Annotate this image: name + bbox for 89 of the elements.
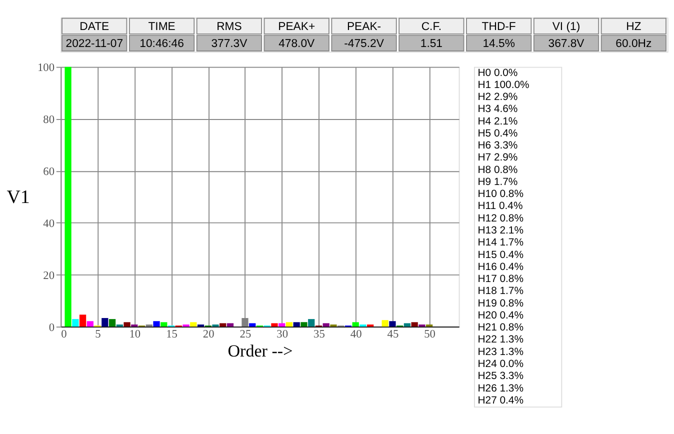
text: H0 0.0% [478, 68, 518, 79]
bar [249, 323, 256, 327]
bar [124, 322, 130, 327]
bar [79, 314, 86, 327]
text: PEAK+ [278, 20, 316, 33]
text: H15 0.4% [478, 250, 524, 261]
text: TIME [148, 20, 176, 33]
bar [352, 322, 359, 327]
text: THD-F [482, 20, 516, 33]
text: H8 0.8% [478, 164, 518, 176]
text: H16 0.4% [478, 262, 524, 273]
text: RMS [216, 20, 242, 33]
x-tick-label: 40 [350, 328, 362, 340]
text: H4 2.1% [478, 116, 518, 128]
text: H12 0.8% [478, 213, 524, 224]
x-axis-title: Order --> [228, 341, 293, 360]
bar [300, 322, 308, 327]
text: H23 1.3% [478, 346, 524, 358]
text: H17 0.8% [478, 274, 524, 286]
x-tick-label: 45 [387, 328, 399, 340]
text: PEAK- [346, 20, 382, 33]
text: 1.51 [420, 38, 442, 50]
x-tick-label: 35 [314, 328, 326, 340]
bar [404, 323, 411, 327]
y-tick-label: 80 [43, 114, 55, 126]
text: HZ [626, 20, 642, 33]
bar [102, 318, 108, 327]
text: H13 2.1% [478, 226, 524, 237]
bar [389, 321, 396, 327]
bar [286, 322, 293, 327]
text: H14 1.7% [478, 238, 524, 249]
bar [278, 323, 286, 327]
text: H6 3.3% [478, 140, 518, 152]
text: H1 100.0% [478, 80, 530, 91]
text: H5 0.4% [478, 128, 518, 140]
text: H7 2.9% [478, 152, 518, 164]
x-tick-label: 25 [240, 328, 252, 340]
text: 10:46:46 [140, 38, 184, 50]
x-tick-label: 10 [129, 328, 141, 340]
text: H25 3.3% [478, 371, 524, 382]
x-tick-label: 15 [166, 328, 178, 340]
text: H11 0.4% [478, 201, 523, 212]
bar [86, 321, 94, 327]
bar [220, 323, 226, 327]
bar [271, 323, 278, 327]
text: 60.0Hz [616, 38, 652, 50]
bar [308, 319, 315, 327]
text: H22 1.3% [478, 334, 524, 346]
y-axis-title: V1 [6, 186, 30, 208]
text: VI (1) [552, 20, 580, 33]
text: H2 2.9% [478, 92, 518, 104]
text: 377.3V [211, 38, 248, 50]
text: 2022-11-07 [66, 38, 124, 50]
bar [226, 323, 234, 327]
y-tick-label: 60 [43, 166, 55, 178]
y-tick-label: 20 [43, 270, 55, 282]
text: H27 0.4% [478, 395, 524, 406]
x-tick-label: 5 [95, 328, 102, 340]
text: C.F. [421, 20, 442, 33]
y-tick-label: 40 [43, 218, 55, 230]
text: H19 0.8% [478, 298, 524, 310]
text: H10 0.8% [478, 189, 524, 200]
bar [382, 320, 388, 327]
text: 14.5% [482, 38, 515, 50]
text: H18 1.7% [478, 286, 524, 298]
text: 367.8V [548, 38, 585, 50]
text: H24 0.0% [478, 358, 524, 370]
x-tick-label: 30 [276, 328, 288, 340]
bar [160, 322, 168, 327]
text: H20 0.4% [478, 310, 524, 322]
y-tick-label: 100 [37, 62, 55, 74]
bar [190, 322, 197, 327]
text: 478.0V [278, 38, 316, 50]
text: H9 1.7% [478, 176, 518, 188]
bar [411, 322, 418, 327]
text: H26 1.3% [478, 383, 524, 394]
bar [293, 322, 300, 327]
text: H21 0.8% [478, 322, 524, 334]
text: -475.2V [344, 38, 384, 50]
bar [108, 319, 116, 327]
text: H3 4.6% [478, 104, 518, 116]
text: DATE [80, 20, 110, 33]
x-tick-label: 0 [61, 328, 68, 340]
bar [322, 323, 330, 327]
bar [153, 321, 160, 327]
x-tick-label: 20 [202, 328, 215, 340]
bar [64, 66, 72, 327]
x-tick-label: 50 [424, 328, 436, 340]
bar [72, 319, 79, 327]
